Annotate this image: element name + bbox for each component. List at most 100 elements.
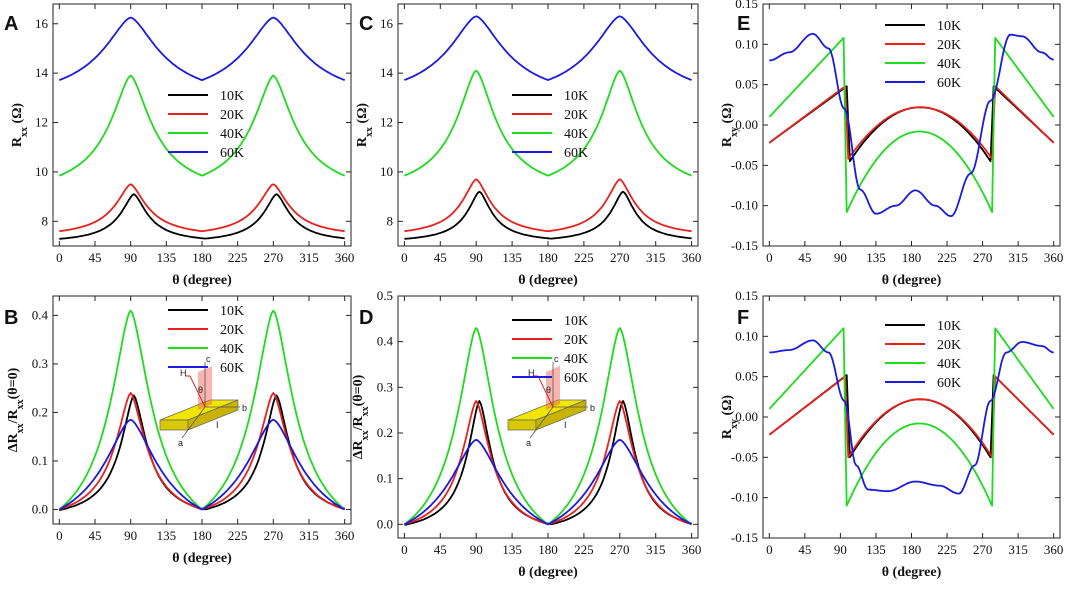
inset-field-arrow <box>189 375 206 408</box>
series-line-60k <box>58 418 346 511</box>
y-axis-title-part: xy <box>729 419 740 429</box>
legend-label-40k: 40K <box>220 127 244 142</box>
legend-label-60k: 60K <box>220 361 244 376</box>
y-axis-title-part: ΔR <box>351 439 366 459</box>
legend-label-40k: 40K <box>564 127 588 142</box>
panel-d: 0 45 90 135 180 225 270 315 360 0.0 0.1 0.2 0.3 0.4 0.… <box>351 288 701 580</box>
inset-label-h: H <box>528 368 535 378</box>
x-axis-title: θ (degree) <box>882 273 942 288</box>
crystal-inset: c Hθ b a I <box>159 354 247 448</box>
x-tick-label: 0 <box>766 542 773 557</box>
legend-label-10k: 10K <box>564 89 588 104</box>
y-axis-title-part: (θ=0) <box>6 367 21 399</box>
x-tick-label: 45 <box>798 542 811 557</box>
series-line-40k <box>404 69 692 177</box>
legend-label-10k: 10K <box>220 304 244 319</box>
legend-label-40k: 40K <box>937 57 961 72</box>
x-tick-label: 135 <box>502 542 522 557</box>
y-tick-label: -0.10 <box>731 490 758 505</box>
y-axis-title: ΔRxx/Rxx(θ=0) <box>351 374 371 459</box>
x-tick-label: 180 <box>538 250 558 265</box>
y-tick-label: -0.05 <box>731 157 758 172</box>
x-tick-label: 225 <box>574 250 594 265</box>
inset-label-a: a <box>526 438 531 448</box>
y-tick-label: 16 <box>380 16 394 31</box>
series-line-10k <box>404 190 692 240</box>
x-axis-title: θ (degree) <box>518 565 578 580</box>
y-tick-label: 0.10 <box>735 328 758 343</box>
legend-label-20k: 20K <box>564 333 588 348</box>
y-tick-label: 8 <box>387 213 394 228</box>
x-tick-label: 270 <box>610 542 630 557</box>
x-tick-label: 225 <box>228 250 248 265</box>
series-line-10k <box>768 85 1055 163</box>
x-tick-label: 180 <box>902 250 922 265</box>
x-tick-label: 0 <box>401 250 408 265</box>
y-tick-label: 12 <box>380 115 393 130</box>
y-tick-label: 0.15 <box>735 288 758 303</box>
y-tick-label: 0.5 <box>377 288 393 303</box>
x-tick-label: 135 <box>866 250 886 265</box>
y-axis-title-part: ΔR <box>6 432 21 452</box>
plot-frame <box>762 295 1061 539</box>
x-tick-label: 315 <box>1008 250 1028 265</box>
x-tick-label: 270 <box>973 250 993 265</box>
y-axis-title-part: xy <box>729 127 740 137</box>
y-axis-title-part: (Ω) <box>355 103 370 127</box>
y-axis-title: Rxy (Ω) <box>720 395 740 439</box>
y-tick-label: 0.05 <box>735 369 758 384</box>
legend-label-20k: 20K <box>937 38 961 53</box>
panel-e: 0 45 90 135 180 225 270 315 360 -0.15 -0.10 -0.05 0.… <box>720 0 1063 288</box>
x-tick-label: 315 <box>299 250 319 265</box>
series-line-60k <box>769 339 1054 495</box>
series-line-60k <box>58 16 346 81</box>
y-tick-label: -0.15 <box>731 238 758 253</box>
legend-label-40k: 40K <box>937 357 961 372</box>
crystal-inset: c Hθ b a I <box>507 354 595 448</box>
legend-label-60k: 60K <box>564 146 588 161</box>
series-line-60k <box>403 438 693 526</box>
inset-label-a: a <box>178 438 183 448</box>
legend-label-60k: 60K <box>220 146 244 161</box>
y-axis-title-part: (Ω) <box>10 103 25 127</box>
panel-letter: C <box>359 13 373 35</box>
x-tick-label: 225 <box>574 542 594 557</box>
y-tick-label: -0.15 <box>731 530 758 545</box>
y-axis-title-part: xx <box>364 127 375 137</box>
y-axis-title-part: /R <box>351 415 366 431</box>
x-tick-label: 180 <box>192 528 212 543</box>
x-tick-label: 90 <box>470 542 483 557</box>
x-tick-label: 90 <box>124 250 137 265</box>
x-tick-label: 90 <box>834 250 847 265</box>
legend-label-40k: 40K <box>220 342 244 357</box>
inset-label-b: b <box>590 403 595 413</box>
y-axis-title-part: xx <box>19 127 30 137</box>
panel-b: 0 45 90 135 180 225 270 315 360 0.0 0.1 0.2 0.3 0.4 θ … <box>4 295 355 566</box>
legend-label-20k: 20K <box>564 108 588 123</box>
y-tick-label: 0.10 <box>735 36 758 51</box>
inset-label-h: H <box>180 368 187 378</box>
panel-a: 0 45 90 135 180 225 270 315 360 8 10 12 14 16 θ (degre… <box>4 3 354 288</box>
y-tick-label: 10 <box>380 164 393 179</box>
series-line-40k <box>768 37 1055 214</box>
x-tick-label: 360 <box>335 528 355 543</box>
legend-label-60k: 60K <box>564 371 588 386</box>
x-tick-label: 315 <box>646 250 666 265</box>
y-axis-title-part: R <box>10 136 25 147</box>
y-tick-label: 12 <box>35 115 48 130</box>
series-line-10k <box>768 374 1055 459</box>
x-tick-label: 45 <box>89 250 102 265</box>
legend-label-10k: 10K <box>564 314 588 329</box>
inset-label-b: b <box>242 403 247 413</box>
series-line-60k <box>769 33 1054 218</box>
y-tick-label: 0.3 <box>32 356 48 371</box>
y-tick-label: 0.4 <box>377 334 394 349</box>
y-axis-title: Rxx (Ω) <box>10 103 30 147</box>
inset-label-i: I <box>564 420 567 430</box>
x-tick-label: 90 <box>470 250 483 265</box>
y-axis-title-part: xx <box>15 423 26 433</box>
panel-letter: F <box>737 307 749 329</box>
legend-label-60k: 60K <box>937 76 961 91</box>
legend-label-10k: 10K <box>220 89 244 104</box>
y-tick-label: 0.15 <box>735 0 758 11</box>
